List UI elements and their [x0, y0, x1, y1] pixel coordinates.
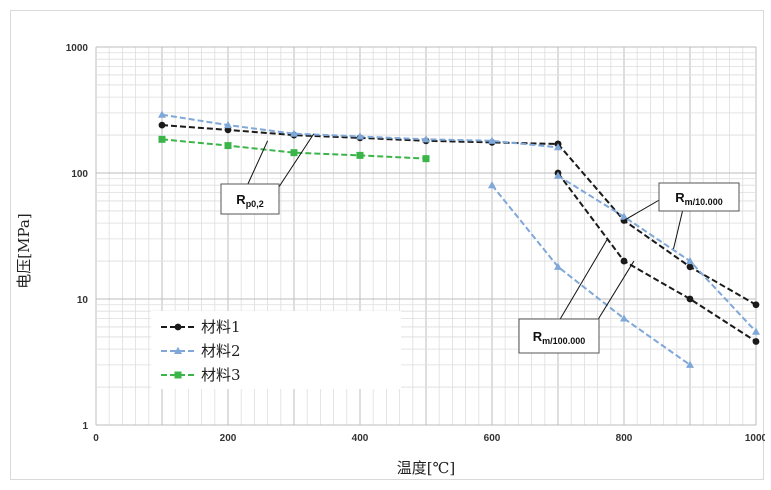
data-point	[554, 262, 562, 270]
callout-leader	[558, 238, 608, 322]
legend-entry: 材料3	[161, 366, 241, 384]
data-point	[554, 143, 562, 151]
callout-box	[658, 182, 740, 212]
legend-entry: 材料2	[161, 342, 241, 360]
series-layer	[158, 110, 760, 368]
data-point	[422, 135, 430, 143]
data-point	[488, 181, 496, 189]
legend-swatch-marker	[174, 346, 182, 354]
callout-leader	[623, 198, 662, 221]
data-point	[488, 136, 496, 144]
legend-label: 材料3	[201, 366, 241, 384]
callout-1: Rp0,2	[220, 133, 315, 215]
y-tick-label: 1000	[66, 43, 89, 54]
data-point	[158, 110, 166, 118]
callout-label-sub: p0,2	[246, 199, 264, 209]
series-line	[557, 172, 757, 343]
callout-label-main: R	[533, 329, 543, 344]
callout-3: Rm/100.000	[518, 238, 635, 354]
data-point	[158, 121, 166, 129]
data-point	[686, 295, 694, 303]
y-tick-label: 10	[77, 295, 89, 306]
x-tick-label: 800	[616, 433, 633, 444]
y-tick-label: 1	[82, 421, 88, 432]
data-point	[686, 360, 694, 368]
y-tick-label: 100	[71, 169, 88, 180]
x-tick-label: 200	[220, 433, 237, 444]
legend-swatch-marker	[174, 371, 182, 379]
callout-label: Rm/100.000	[533, 329, 585, 346]
series-2	[158, 110, 760, 368]
callout-label: Rm/10.000	[675, 190, 722, 207]
legend-label: 材料1	[201, 318, 241, 336]
axis-layer: 0 200 400 600 800 1000 1 10 100 1000	[66, 43, 765, 444]
callout-label: Rp0,2	[236, 192, 263, 209]
data-point	[158, 135, 166, 143]
data-point	[752, 327, 760, 335]
series-3	[158, 135, 430, 163]
x-tick-label: 400	[352, 433, 369, 444]
data-point	[422, 155, 430, 163]
data-point	[620, 314, 628, 322]
legend-layer: 材料1 材料2 材料3	[151, 311, 401, 389]
data-point	[224, 120, 232, 129]
data-point	[554, 171, 562, 179]
chart-frame: 0 200 400 600 800 1000 1 10 100 1000 Rp0,2 Rm/10.0…	[10, 10, 765, 480]
x-tick-label: 0	[93, 433, 99, 444]
data-point	[620, 212, 628, 220]
series-line	[557, 143, 757, 306]
data-point	[290, 149, 298, 157]
data-point	[752, 338, 760, 345]
x-tick-label: 1000	[745, 433, 765, 444]
callout-label-sub: m/10.000	[685, 197, 723, 207]
series-line	[161, 138, 427, 160]
callout-2: Rm/10.000	[623, 182, 740, 249]
legend-swatch-marker	[174, 323, 182, 331]
data-point	[290, 129, 298, 137]
callout-leader	[673, 208, 684, 249]
data-point	[686, 263, 694, 271]
callout-label-sub: m/100.000	[542, 336, 585, 346]
callout-box	[518, 318, 600, 354]
series-line	[491, 184, 691, 366]
callout-box	[220, 183, 280, 215]
legend-label: 材料2	[201, 342, 241, 360]
data-point	[224, 142, 232, 150]
x-axis-title: 温度[℃]	[397, 459, 455, 477]
data-point	[356, 132, 364, 140]
series-line	[557, 174, 757, 333]
legend-entry: 材料1	[161, 318, 241, 336]
data-point	[752, 301, 760, 309]
x-tick-label: 600	[484, 433, 501, 444]
data-point	[686, 256, 694, 265]
data-point	[620, 257, 628, 265]
data-point	[356, 151, 364, 159]
callout-label-main: R	[675, 190, 685, 205]
callout-label-main: R	[236, 192, 246, 207]
y-axis-title: 电压[MPa]	[15, 213, 33, 288]
callout-leader	[246, 140, 269, 187]
data-point	[224, 126, 232, 134]
callout-leader	[272, 133, 315, 197]
